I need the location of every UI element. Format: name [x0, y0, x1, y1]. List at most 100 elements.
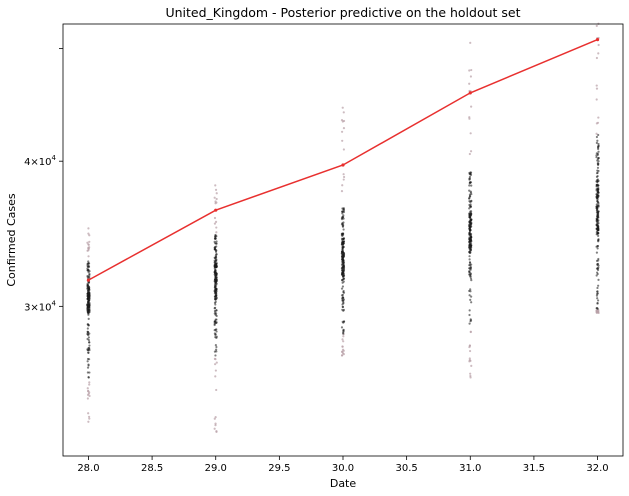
sample-point [469, 190, 472, 193]
sample-point [595, 294, 599, 297]
sample-point [213, 417, 216, 420]
sample-point [342, 290, 345, 294]
sample-point [596, 166, 600, 169]
sample-point [86, 371, 89, 374]
sample-point [340, 263, 344, 266]
sample-point [213, 265, 216, 268]
sample-point [468, 245, 471, 249]
sample-point [596, 227, 600, 230]
sample-point [597, 162, 600, 165]
sample-point [469, 203, 472, 206]
sample-point [342, 175, 346, 179]
sample-point [595, 175, 599, 178]
sample-point [596, 247, 599, 250]
sample-point [468, 255, 471, 258]
sample-point [470, 301, 473, 304]
sample-point [214, 245, 217, 249]
sample-point [597, 150, 600, 153]
sample-point [595, 154, 598, 157]
sample-point [469, 263, 472, 267]
sample-point [87, 243, 90, 246]
sample-point [213, 256, 216, 259]
sample-point [340, 252, 344, 255]
sample-point [597, 299, 600, 302]
sample-point [215, 226, 218, 229]
sample-point [468, 357, 471, 360]
sample-point [468, 313, 471, 317]
sample-point [470, 105, 473, 108]
sample-point [595, 172, 599, 175]
sample-point [468, 193, 472, 196]
observed-point [341, 163, 345, 167]
posterior-samples [86, 22, 600, 434]
sample-point [597, 169, 600, 173]
sample-point [342, 302, 345, 305]
sample-point [595, 196, 598, 199]
sample-point [342, 207, 345, 210]
sample-point [340, 354, 344, 357]
sample-point [213, 271, 217, 274]
sample-point [341, 247, 344, 251]
sample-point [597, 234, 600, 237]
sample-point [468, 182, 471, 185]
sample-point [214, 369, 217, 372]
sample-point [214, 297, 218, 300]
sample-point [214, 375, 217, 378]
sample-point [88, 394, 91, 398]
sample-point [215, 430, 218, 433]
sample-point [87, 317, 90, 321]
sample-point [596, 302, 599, 305]
sample-point [596, 286, 599, 290]
sample-point [341, 184, 344, 187]
sample-point [469, 376, 472, 379]
sample-point [341, 345, 344, 348]
sample-point [597, 195, 600, 198]
sample-point [469, 205, 472, 208]
sample-point [215, 292, 218, 295]
sample-point [214, 328, 217, 332]
observed-point [595, 38, 600, 42]
sample-point [341, 305, 345, 309]
y-tick-label: 3×104 [24, 299, 56, 313]
sample-point [469, 290, 472, 293]
sample-point [469, 75, 473, 78]
sample-point [342, 332, 345, 335]
sample-point [86, 310, 89, 313]
sample-point [214, 336, 217, 339]
sample-point [342, 335, 345, 338]
sample-point [214, 235, 217, 238]
sample-point [214, 188, 218, 191]
sample-point [214, 358, 217, 361]
sample-point [595, 156, 598, 159]
sample-point [86, 327, 89, 330]
sample-point [468, 199, 471, 203]
observed-point [214, 208, 218, 212]
sample-point [597, 147, 600, 151]
sample-point [340, 287, 344, 290]
sample-point [87, 275, 90, 278]
sample-point [215, 283, 218, 286]
sample-point [597, 144, 600, 148]
x-axis-label: Date [330, 477, 357, 490]
sample-point [87, 351, 90, 354]
sample-point [468, 220, 471, 223]
sample-point [86, 360, 89, 363]
sample-point [469, 172, 472, 175]
sample-point [342, 127, 346, 130]
sample-point [88, 417, 91, 420]
sample-point [341, 298, 344, 302]
sample-point [341, 222, 344, 226]
sample-point [215, 262, 218, 266]
sample-point [87, 232, 90, 235]
sample-point [87, 255, 90, 258]
sample-point [87, 301, 90, 304]
sample-point [87, 324, 90, 327]
sample-point [340, 326, 344, 329]
sample-point [214, 354, 217, 357]
sample-point [88, 344, 91, 347]
sample-point [342, 252, 346, 255]
sample-point [215, 279, 218, 282]
sample-point [597, 264, 600, 267]
sample-point [468, 349, 472, 353]
sample-point [215, 388, 218, 392]
